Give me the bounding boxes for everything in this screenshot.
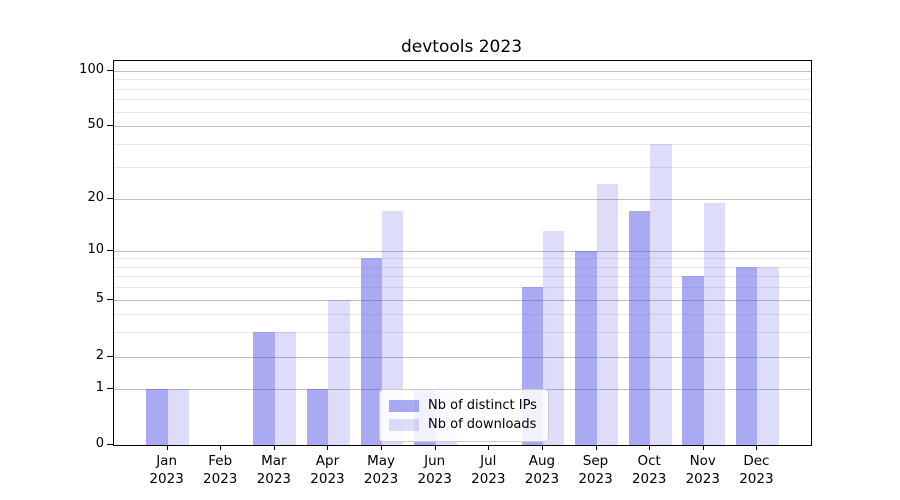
major-gridline: [114, 357, 811, 358]
minor-gridline: [114, 287, 811, 289]
ytick-mark: [107, 250, 113, 251]
ytick-label: 0: [95, 436, 104, 451]
xtick-mark: [649, 445, 651, 450]
major-gridline: [114, 126, 811, 127]
bar-downloads-dec: [757, 266, 779, 445]
minor-gridline: [114, 143, 811, 145]
legend-swatch-distinct-ips: [389, 399, 419, 412]
minor-gridline: [114, 111, 811, 113]
major-gridline: [114, 71, 811, 72]
bar-distinct-ips-sep: [575, 251, 597, 445]
xtick-mark: [756, 445, 758, 450]
legend-label-downloads: Nb of downloads: [428, 417, 537, 432]
ytick-mark: [107, 70, 113, 71]
bar-distinct-ips-nov: [682, 276, 704, 445]
ytick-mark: [107, 299, 113, 300]
minor-gridline: [114, 313, 811, 315]
minor-gridline: [114, 331, 811, 333]
plot-area: Nb of distinct IPs Nb of downloads: [113, 60, 812, 446]
xtick-label: Jul 2023: [471, 453, 506, 487]
ytick-mark: [107, 356, 113, 357]
bar-downloads-jan: [167, 389, 189, 445]
bar-downloads-oct: [650, 143, 672, 445]
xtick-mark: [381, 445, 383, 450]
bar-downloads-mar: [274, 331, 297, 445]
bar-distinct-ips-dec: [735, 266, 758, 445]
bar-distinct-ips-jan: [146, 389, 168, 445]
ytick-mark: [107, 198, 113, 199]
xtick-label: Aug 2023: [524, 453, 560, 487]
ytick-label: 20: [87, 190, 104, 205]
bar-downloads-nov: [703, 202, 726, 445]
xtick-label: Oct 2023: [631, 453, 667, 487]
ytick-label: 10: [87, 242, 104, 257]
bar-distinct-ips-may: [360, 258, 383, 445]
minor-gridline: [114, 266, 811, 268]
bar-downloads-may: [382, 211, 404, 445]
minor-gridline: [114, 79, 811, 81]
legend: Nb of distinct IPs Nb of downloads: [379, 389, 549, 442]
legend-row-distinct-ips: Nb of distinct IPs: [389, 396, 539, 415]
bar-distinct-ips-mar: [253, 331, 275, 445]
ytick-label: 2: [95, 348, 104, 363]
ytick-mark: [107, 125, 113, 126]
xtick-mark: [595, 445, 597, 450]
xtick-mark: [541, 445, 543, 450]
xtick-label: May 2023: [363, 453, 399, 487]
legend-swatch-downloads: [389, 418, 419, 431]
ytick-label: 5: [95, 291, 104, 306]
ytick-label: 1: [95, 380, 104, 395]
xtick-mark: [327, 445, 329, 450]
xtick-label: Nov 2023: [685, 453, 720, 487]
xtick-label: Feb 2023: [203, 453, 238, 487]
chart-title: devtools 2023: [400, 37, 523, 57]
bar-downloads-sep: [596, 184, 618, 445]
minor-gridline: [114, 88, 811, 90]
xtick-label: Jun 2023: [417, 453, 452, 487]
minor-gridline: [114, 99, 811, 101]
minor-gridline: [114, 258, 811, 260]
bar-distinct-ips-apr: [307, 389, 329, 445]
bar-downloads-apr: [328, 300, 350, 445]
xtick-label: Apr 2023: [310, 453, 345, 487]
xtick-label: Jan 2023: [149, 453, 184, 487]
xtick-label: Dec 2023: [739, 453, 774, 487]
legend-row-downloads: Nb of downloads: [389, 415, 539, 434]
ytick-mark: [107, 388, 113, 389]
xtick-mark: [488, 445, 490, 450]
xtick-mark: [702, 445, 704, 450]
major-gridline: [114, 251, 811, 252]
major-gridline: [114, 199, 811, 200]
xtick-mark: [273, 445, 275, 450]
major-gridline: [114, 300, 811, 301]
bar-distinct-ips-oct: [628, 211, 651, 445]
xtick-mark: [220, 445, 222, 450]
legend-label-distinct-ips: Nb of distinct IPs: [428, 398, 537, 413]
ytick-label: 100: [79, 62, 104, 77]
xtick-label: Mar 2023: [256, 453, 292, 487]
ytick-label: 50: [87, 117, 104, 132]
minor-gridline: [114, 276, 811, 278]
minor-gridline: [114, 166, 811, 168]
xtick-mark: [166, 445, 168, 450]
xtick-mark: [434, 445, 436, 450]
ytick-mark: [107, 444, 113, 445]
xtick-label: Sep 2023: [578, 453, 613, 487]
